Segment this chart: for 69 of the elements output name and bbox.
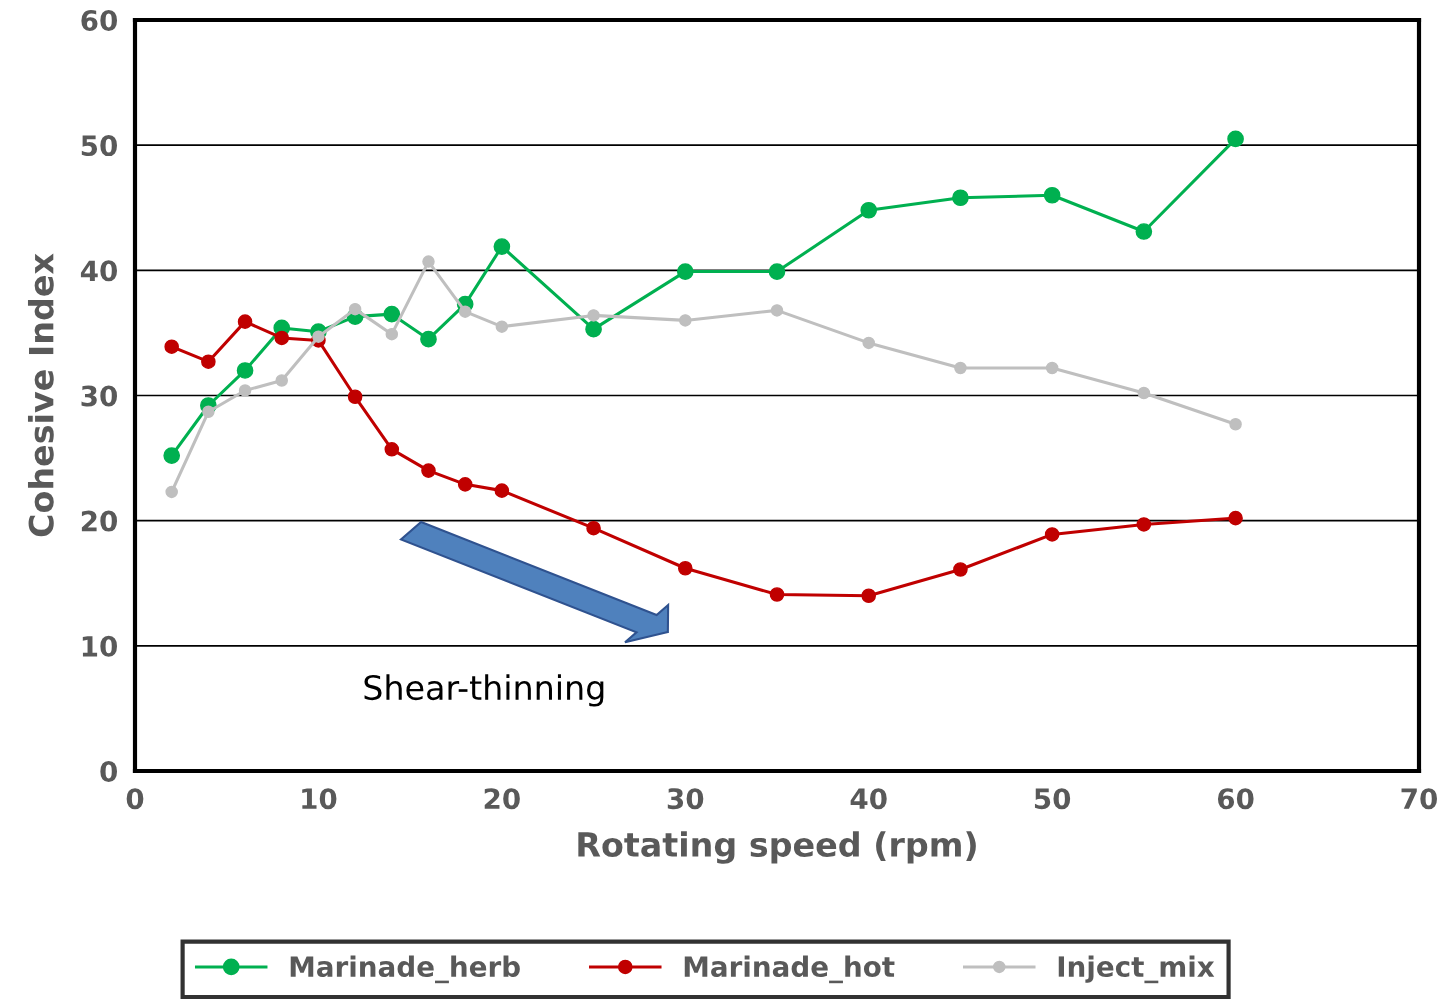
point	[1136, 517, 1152, 532]
point	[422, 255, 435, 268]
point	[1228, 510, 1243, 526]
point	[495, 320, 509, 333]
point	[238, 384, 252, 397]
point	[164, 339, 179, 354]
point	[163, 447, 181, 464]
legend-label: Marinade_hot	[684, 955, 895, 984]
point	[236, 362, 254, 379]
point	[952, 189, 969, 207]
point	[384, 442, 400, 457]
y-tick-label: 10	[82, 635, 118, 657]
x-tick-label: 60	[1217, 788, 1254, 810]
y-tick-label: 20	[81, 510, 118, 532]
point	[585, 320, 602, 338]
point	[165, 485, 178, 499]
point	[1135, 223, 1153, 240]
point	[679, 314, 692, 327]
point	[348, 302, 362, 316]
x-tick-label: 70	[1401, 788, 1437, 810]
point	[1044, 527, 1060, 542]
point	[1229, 418, 1242, 431]
point	[862, 336, 875, 350]
legend-label: Marinade_herb	[290, 955, 520, 984]
y-tick-label: 40	[80, 260, 118, 282]
x-axis-title: Rotating speed (rpm)	[578, 831, 976, 864]
point	[587, 309, 600, 322]
point	[860, 201, 878, 219]
point	[1227, 130, 1244, 148]
point	[768, 263, 786, 280]
y-axis-title: Cohesive Index	[27, 253, 54, 537]
point	[385, 327, 399, 341]
y-tick-label: 30	[81, 385, 118, 407]
x-tick-label: 30	[667, 788, 704, 810]
point	[202, 405, 215, 419]
point	[457, 477, 473, 492]
point	[493, 238, 511, 255]
x-tick-label: 10	[302, 788, 337, 810]
point	[1045, 361, 1059, 375]
point	[421, 463, 436, 478]
point	[769, 587, 785, 602]
annotation: Shear-thinning	[364, 674, 604, 707]
point	[677, 560, 693, 576]
point	[494, 483, 510, 498]
point	[458, 305, 472, 318]
point	[586, 520, 601, 536]
y-tick-label: 60	[81, 9, 118, 31]
point	[312, 330, 325, 343]
point	[676, 263, 694, 280]
point	[201, 354, 216, 369]
point	[347, 389, 363, 405]
point	[1137, 386, 1151, 400]
point	[1043, 186, 1061, 204]
point	[383, 305, 401, 323]
point	[953, 562, 968, 577]
point	[954, 361, 967, 375]
x-tick-label: 0	[126, 788, 144, 810]
point	[770, 304, 784, 317]
y-tick-label: 50	[81, 135, 118, 157]
legend-label: Inject_mix	[1058, 955, 1215, 984]
point	[237, 314, 253, 329]
x-tick-label: 20	[484, 788, 520, 810]
point	[861, 588, 877, 604]
y-tick-label: 0	[100, 760, 118, 782]
point	[274, 330, 290, 346]
point	[420, 330, 437, 348]
x-tick-label: 50	[1034, 788, 1071, 810]
point	[275, 374, 288, 387]
x-tick-label: 40	[850, 788, 887, 810]
